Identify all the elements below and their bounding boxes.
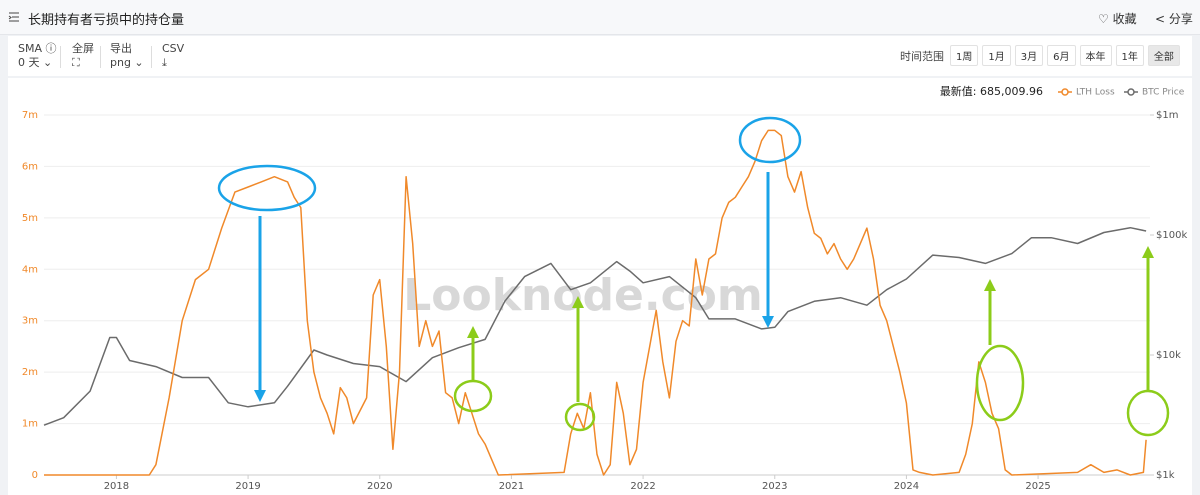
share-label[interactable]: 分享	[1168, 12, 1193, 26]
export-control[interactable]: 导出 png ⌄	[110, 42, 144, 69]
legend-label: BTC Price	[1142, 88, 1185, 98]
x-tick-label: 2020	[367, 481, 392, 492]
sma-label: SMA	[18, 42, 42, 55]
annotations	[217, 116, 1170, 437]
fullscreen-control[interactable]: 全屏 ⛶	[72, 42, 94, 69]
range-buttons: 1周 1月 3月 6月 本年 1年 全部	[950, 45, 1180, 66]
y-tick-label: 6m	[22, 161, 38, 172]
export-label: 导出	[110, 42, 132, 55]
y-tick-label: 3m	[22, 316, 38, 327]
range-button[interactable]: 1周	[950, 45, 979, 66]
range-button[interactable]: 本年	[1079, 45, 1112, 66]
annotation-ellipse	[738, 116, 802, 164]
series-line	[44, 129, 1147, 476]
header: 长期持有者亏损中的持仓量 ♡ 收藏 < 分享	[0, 0, 1200, 35]
watermark: Looknode.com	[403, 270, 763, 321]
y-tick-label: 1m	[22, 419, 38, 430]
menu-icon[interactable]	[8, 11, 20, 23]
y-tick-label: 0	[32, 470, 38, 481]
sma-value[interactable]: 0 天	[18, 56, 40, 69]
plot-area: 0 1m 2m 3m 4m 5m 6m 7m $1k $10k $100k $1m 2018 2019 20…	[22, 110, 1188, 492]
latest-value: 最新值: 685,009.96	[940, 84, 1043, 98]
annotation-ellipse	[975, 344, 1025, 422]
csv-control[interactable]: CSV ⤓	[162, 42, 185, 69]
csv-label: CSV	[162, 42, 185, 55]
y-tick-label: 4m	[22, 264, 38, 275]
y-tick-label: 5m	[22, 213, 38, 224]
y-tick-label: 7m	[22, 110, 38, 121]
separator	[151, 46, 152, 68]
y2-tick-label: $100k	[1156, 230, 1187, 241]
separator	[100, 46, 101, 68]
x-tick-label: 2023	[762, 481, 787, 492]
x-tick-label: 2022	[630, 481, 655, 492]
range-button[interactable]: 1月	[982, 45, 1011, 66]
x-tick-label: 2025	[1025, 481, 1050, 492]
legend-marker	[1061, 88, 1069, 96]
x-tick-label: 2019	[235, 481, 260, 492]
page-title: 长期持有者亏损中的持仓量	[28, 13, 185, 28]
range-button[interactable]: 6月	[1047, 45, 1076, 66]
legend-marker	[1127, 88, 1135, 96]
x-tick-label: 2021	[499, 481, 524, 492]
annotation-ellipse	[453, 379, 493, 413]
series-line	[43, 226, 1147, 426]
favorite-button[interactable]: ♡ 收藏	[1098, 12, 1137, 26]
y2-tick-label: $1m	[1156, 110, 1178, 121]
x-tick-label: 2018	[104, 481, 129, 492]
y2-tick-label: $1k	[1156, 470, 1175, 481]
export-format[interactable]: png	[110, 56, 131, 69]
annotation-ellipse	[564, 402, 596, 432]
fullscreen-label: 全屏	[72, 42, 94, 55]
range-button[interactable]: 3月	[1014, 45, 1044, 66]
annotation-ellipse	[217, 164, 317, 212]
x-tick-label: 2024	[894, 481, 919, 492]
favorite-label[interactable]: 收藏	[1112, 12, 1137, 26]
annotation-ellipse	[1126, 389, 1170, 437]
range-label: 时间范围	[900, 50, 944, 63]
legend-label: LTH Loss	[1076, 88, 1115, 98]
share-button[interactable]: < 分享	[1155, 12, 1193, 26]
y2-tick-label: $10k	[1156, 350, 1181, 361]
range-button[interactable]: 全部	[1147, 45, 1180, 66]
chart: Looknode.com 最新值: 685,009.96 0 1m 2m 3m 4m 5m…	[8, 78, 1192, 495]
sma-control[interactable]: SMA ⓘ 0 天 ⌄	[18, 42, 57, 69]
y-tick-label: 2m	[22, 367, 38, 378]
toolbar: SMA ⓘ 0 天 ⌄ 全屏 ⛶ 导出 png ⌄ CSV ⤓ 时间范围 1周 1月 3月 6…	[8, 36, 1192, 76]
separator	[60, 46, 61, 68]
range-button[interactable]: 1年	[1115, 45, 1144, 66]
